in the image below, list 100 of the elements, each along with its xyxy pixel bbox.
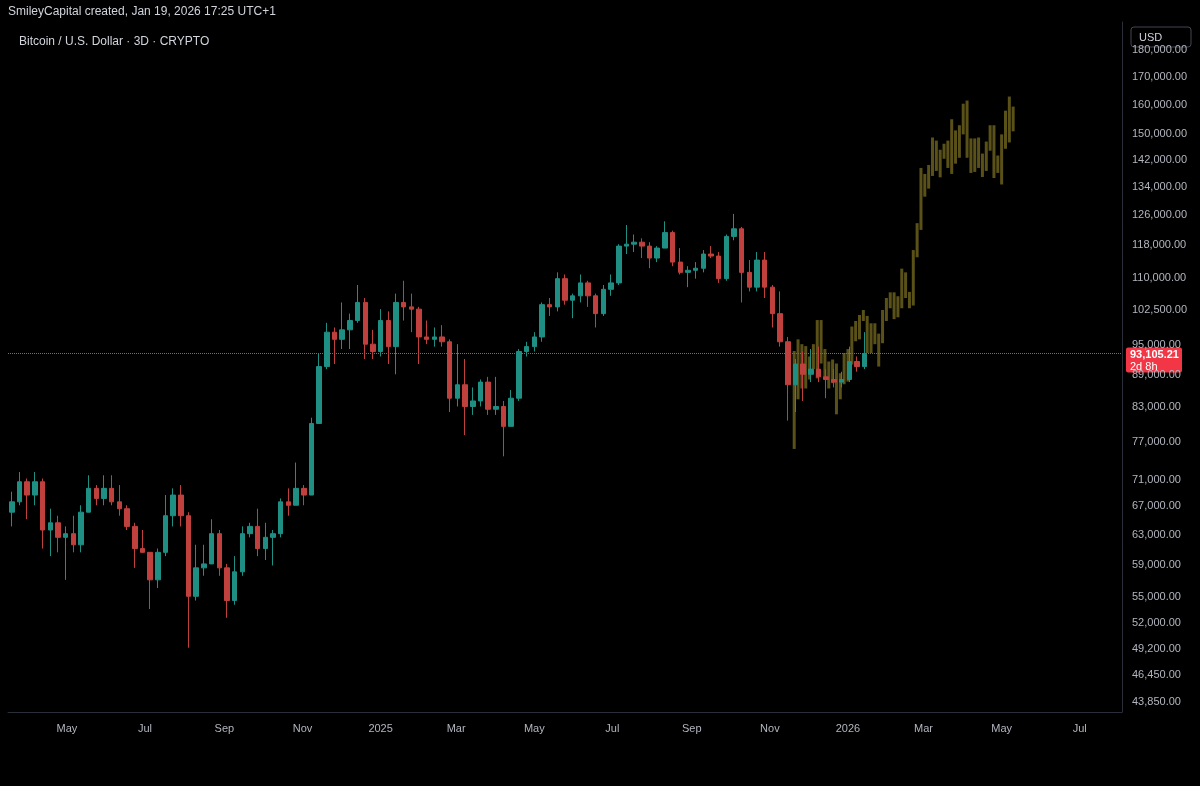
candlestick xyxy=(654,245,660,263)
candlestick xyxy=(293,462,299,506)
candlestick xyxy=(71,515,76,553)
candlestick xyxy=(739,226,744,303)
candlestick xyxy=(593,293,598,328)
candlestick xyxy=(439,324,445,348)
candlestick xyxy=(416,306,422,365)
candlestick xyxy=(547,297,552,317)
candlestick xyxy=(247,522,253,538)
y-tick-label: 67,000.00 xyxy=(1132,499,1181,512)
x-tick-label: Jul xyxy=(137,721,153,734)
y-tick-label: 110,000.00 xyxy=(1132,270,1187,283)
candlestick xyxy=(647,241,652,269)
y-tick-label: 59,000.00 xyxy=(1132,557,1181,570)
candlestick xyxy=(140,529,145,553)
candlestick xyxy=(747,259,752,292)
x-tick-label: Jul xyxy=(1072,721,1087,734)
candlestick xyxy=(585,280,591,308)
candlestick xyxy=(685,265,691,288)
x-tick-label: May xyxy=(991,721,1013,734)
candlestick xyxy=(532,331,537,353)
candlestick xyxy=(178,484,184,527)
y-tick-label: 77,000.00 xyxy=(1132,435,1181,448)
candlestick xyxy=(55,515,61,553)
candlestick xyxy=(393,293,399,375)
candlestick xyxy=(17,471,22,506)
candlestick xyxy=(631,233,637,253)
candlestick xyxy=(155,548,161,589)
candlestick xyxy=(193,544,199,602)
y-tick-label: 142,000.00 xyxy=(1132,152,1188,165)
text: Bitcoin / U.S. Dollar · 3D · CRYPTO xyxy=(19,34,210,48)
bar xyxy=(950,119,954,174)
y-tick-label: 170,000.00 xyxy=(1132,69,1188,82)
candlestick xyxy=(485,376,491,416)
y-tick-label: 180,000.00 xyxy=(1132,43,1188,56)
candlestick xyxy=(232,555,237,606)
candlestick xyxy=(639,237,645,259)
candlestick xyxy=(493,376,499,416)
ref-line-label: 93,105.21 xyxy=(1130,347,1179,360)
candlestick xyxy=(516,348,522,402)
candlestick xyxy=(363,297,368,360)
candlestick xyxy=(32,471,38,506)
candlestick xyxy=(862,331,867,370)
candlestick xyxy=(601,284,606,317)
candlestick xyxy=(240,525,245,577)
candlestick xyxy=(332,326,337,365)
candlestick xyxy=(724,233,729,282)
candlestick xyxy=(109,474,114,506)
y-tick-label: 63,000.00 xyxy=(1132,527,1181,540)
x-tick-label: Mar xyxy=(914,721,934,734)
candlestick xyxy=(378,308,383,357)
bar xyxy=(834,363,838,415)
x-tick-label: 2025 xyxy=(368,721,393,734)
candlestick xyxy=(132,522,138,569)
x-tick-label: Nov xyxy=(760,721,781,734)
candlestick xyxy=(570,293,575,319)
candlestick xyxy=(470,386,476,416)
candlestick xyxy=(255,508,260,557)
x-tick-label: Sep xyxy=(681,721,702,734)
candlestick xyxy=(455,343,460,407)
bar xyxy=(973,138,977,172)
candlestick xyxy=(263,522,268,561)
candlestick xyxy=(562,273,568,306)
candlestick xyxy=(201,544,207,577)
y-tick-label: 150,000.00 xyxy=(1132,127,1188,140)
y-tick-label: 83,000.00 xyxy=(1132,400,1181,413)
candlestick xyxy=(209,518,214,565)
candlestick xyxy=(40,478,45,550)
candlestick xyxy=(124,504,130,531)
candlestick xyxy=(347,313,353,350)
text: SmileyCapital created, Jan 19, 2026 17:25 UTC+1 xyxy=(8,4,277,18)
candlestick xyxy=(278,497,283,538)
candlestick xyxy=(608,273,614,297)
candlestick xyxy=(624,224,629,255)
candlestick xyxy=(770,284,775,328)
x-tick-label: Jul xyxy=(605,721,620,734)
candlestick xyxy=(386,310,391,365)
candlestick xyxy=(424,320,429,345)
candlestick xyxy=(316,353,322,424)
candlestick xyxy=(401,280,406,322)
candlestick xyxy=(616,243,622,286)
y-axis-title: USD xyxy=(1139,30,1163,43)
candlestick xyxy=(754,251,760,292)
y-tick-label: 49,200.00 xyxy=(1132,641,1181,654)
candlestick xyxy=(708,245,714,259)
candlestick xyxy=(94,484,99,506)
candlestick xyxy=(170,487,176,527)
candlestick xyxy=(355,284,360,324)
y-tick-label: 71,000.00 xyxy=(1132,472,1181,485)
candlestick xyxy=(101,474,107,506)
candlestick xyxy=(555,271,560,312)
candlestick xyxy=(785,336,791,422)
candlestick xyxy=(701,249,706,273)
candlestick xyxy=(409,293,414,333)
candlestick xyxy=(86,474,91,513)
y-tick-label: 160,000.00 xyxy=(1132,97,1188,110)
candlestick xyxy=(762,251,767,299)
candlestick xyxy=(63,525,68,581)
candlestick xyxy=(217,529,222,577)
bar xyxy=(842,353,846,385)
